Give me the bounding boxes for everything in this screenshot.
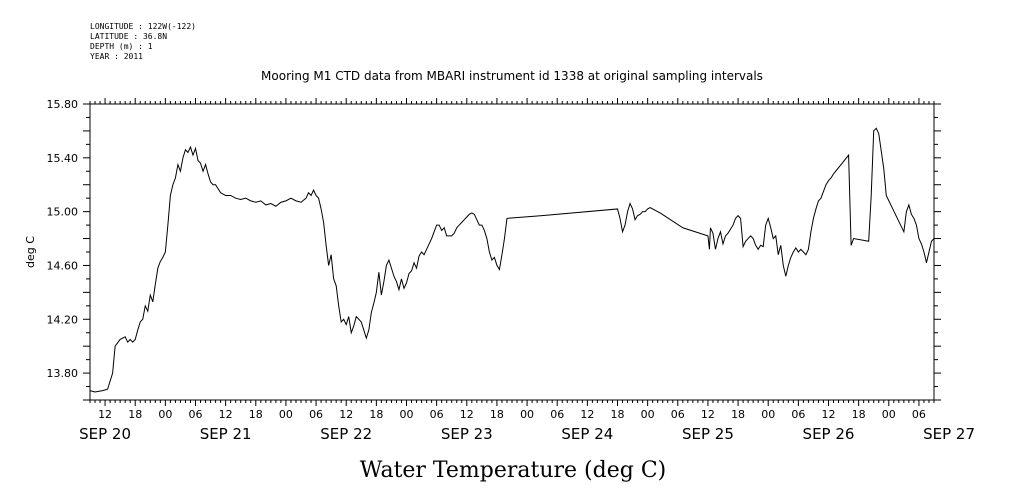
y-tick-label: 15.00 xyxy=(47,206,79,219)
x-hour-label: 18 xyxy=(369,408,383,421)
x-hour-label: 12 xyxy=(460,408,474,421)
x-hour-label: 06 xyxy=(791,408,805,421)
x-tick-labels: 12 18 00 06 12 18 00 06 12 18 00 06 12 18 00 06 12 18 00 06… xyxy=(79,408,975,443)
y-tick-label: 14.20 xyxy=(47,313,79,326)
y-tick-labels: 13.80 14.20 14.60 15.00 15.40 15.80 xyxy=(47,98,79,380)
x-hour-label: 18 xyxy=(249,408,263,421)
bottom-caption: Water Temperature (deg C) xyxy=(360,458,667,483)
x-hour-label: 12 xyxy=(339,408,353,421)
x-hour-label: 00 xyxy=(158,408,172,421)
x-hour-label: 18 xyxy=(731,408,745,421)
depth-text: DEPTH (m) : 1 xyxy=(90,42,153,51)
x-hour-label: 18 xyxy=(852,408,866,421)
x-hour-label: 12 xyxy=(98,408,112,421)
x-hour-label: 06 xyxy=(671,408,685,421)
x-day-label: SEP 20 xyxy=(79,425,131,443)
y-tick-label: 15.40 xyxy=(47,152,79,165)
x-day-label: SEP 21 xyxy=(200,425,252,443)
x-hour-label: 06 xyxy=(912,408,926,421)
series-line-water-temperature xyxy=(89,127,935,393)
longitude-text: LONGITUDE : 122W(-122) xyxy=(90,22,196,31)
x-hour-label: 00 xyxy=(279,408,293,421)
axis-ticks xyxy=(83,98,941,406)
x-hour-label: 12 xyxy=(701,408,715,421)
x-hour-label: 12 xyxy=(219,408,233,421)
y-tick-label: 13.80 xyxy=(47,367,79,380)
y-tick-label: 14.60 xyxy=(47,259,79,272)
x-day-label: SEP 24 xyxy=(561,425,613,443)
year-text: YEAR : 2011 xyxy=(90,52,143,61)
x-hour-label: 00 xyxy=(882,408,896,421)
x-hour-label: 12 xyxy=(822,408,836,421)
x-hour-label: 00 xyxy=(641,408,655,421)
x-hour-label: 06 xyxy=(430,408,444,421)
x-hour-label: 06 xyxy=(550,408,564,421)
x-day-label: SEP 25 xyxy=(682,425,734,443)
x-hour-label: 00 xyxy=(520,408,534,421)
y-tick-label: 15.80 xyxy=(47,98,79,111)
x-day-label: SEP 26 xyxy=(803,425,855,443)
latitude-text: LATITUDE : 36.8N xyxy=(90,32,168,41)
x-hour-label: 12 xyxy=(580,408,594,421)
x-hour-label: 00 xyxy=(761,408,775,421)
x-hour-label: 18 xyxy=(128,408,142,421)
y-axis-label: deg C xyxy=(24,236,37,268)
x-hour-label: 06 xyxy=(189,408,203,421)
x-day-label: SEP 23 xyxy=(441,425,493,443)
x-day-label: SEP 27 xyxy=(923,425,975,443)
x-day-label: SEP 22 xyxy=(320,425,372,443)
metadata-block: LONGITUDE : 122W(-122) LATITUDE : 36.8N … xyxy=(90,22,196,62)
x-hour-label: 18 xyxy=(611,408,625,421)
x-hour-label: 18 xyxy=(490,408,504,421)
series-group xyxy=(89,127,935,393)
chart-title: Mooring M1 CTD data from MBARI instrumen… xyxy=(261,69,763,83)
x-hour-label: 06 xyxy=(309,408,323,421)
x-hour-label: 00 xyxy=(400,408,414,421)
